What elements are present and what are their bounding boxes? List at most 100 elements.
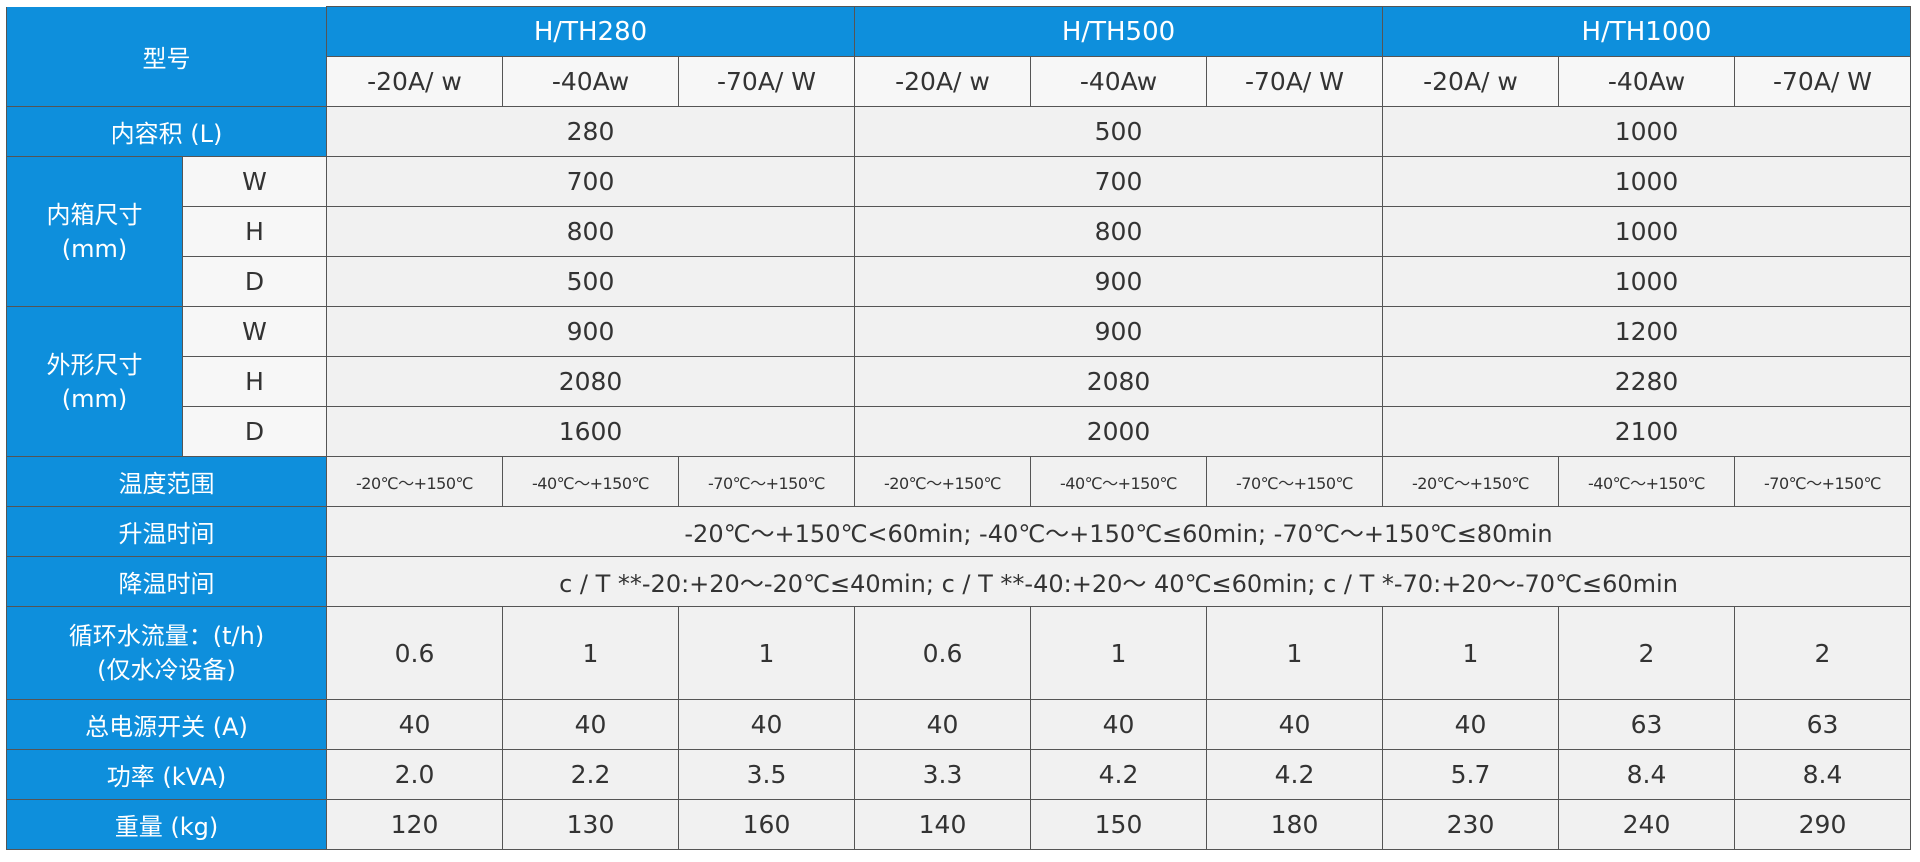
value: 40: [502, 699, 679, 750]
table-row: 重量 (kg) 120 130 160 140 150 180 230 240 290: [6, 799, 1911, 850]
variant-name: -70A/ W: [1734, 56, 1911, 107]
value: 3.3: [854, 749, 1031, 800]
variant-name: -40Aw: [1558, 56, 1735, 107]
value: 63: [1734, 699, 1911, 750]
value: 800: [326, 206, 855, 257]
dim-label: W: [182, 306, 327, 357]
value: 700: [854, 156, 1383, 207]
group-title: 外形尺寸: [46, 350, 143, 379]
value: 1600: [326, 406, 855, 457]
value: 2.0: [326, 749, 503, 800]
table-row: D 1600 2000 2100: [7, 406, 1911, 457]
variant-name: -20A/ w: [1382, 56, 1559, 107]
value: 40: [854, 699, 1031, 750]
value: 63: [1558, 699, 1735, 750]
value: 500: [326, 256, 855, 307]
group-unit: (mm): [61, 234, 128, 263]
value: 700: [326, 156, 855, 207]
dim-label: H: [182, 356, 327, 407]
value: 160: [678, 799, 855, 850]
variant-name: -20A/ w: [854, 56, 1031, 107]
table-row: H 2080 2080 2280: [7, 356, 1911, 407]
table-row: H 800 800 1000: [7, 206, 1911, 257]
value: 2080: [326, 356, 855, 407]
variant-name: -40Aw: [502, 56, 679, 107]
row-label: 降温时间: [6, 556, 327, 607]
variant-name: -70A/ W: [1206, 56, 1383, 107]
value: 40: [1382, 699, 1559, 750]
value: -40℃～+150℃: [1558, 456, 1735, 507]
group-title: 内箱尺寸: [46, 200, 143, 229]
value: 0.6: [854, 606, 1031, 700]
value: 40: [1030, 699, 1207, 750]
variant-name: -70A/ W: [678, 56, 855, 107]
value: 5.7: [1382, 749, 1559, 800]
value: 1000: [1382, 256, 1911, 307]
value: 900: [854, 306, 1383, 357]
table-row: 内箱尺寸 (mm) W 700 700 1000: [6, 156, 1911, 307]
group-unit: (mm): [61, 384, 128, 413]
value: 1200: [1382, 306, 1911, 357]
header-label: 型号: [6, 6, 327, 107]
value: 290: [1734, 799, 1911, 850]
value: 800: [854, 206, 1383, 257]
value: -20℃～+150℃: [1382, 456, 1559, 507]
variant-name: -20A/ w: [326, 56, 503, 107]
value: 140: [854, 799, 1031, 850]
table-row: 升温时间 -20℃～+150℃<60min; -40℃～+150℃≤60min; …: [6, 506, 1911, 557]
value: c / T **-20:+20～-20℃≤40min; c / T **-40:…: [326, 556, 1911, 607]
value: 2280: [1382, 356, 1911, 407]
value: 230: [1382, 799, 1559, 850]
value: -70℃～+150℃: [1206, 456, 1383, 507]
row-label: 内容积 (L): [6, 106, 327, 157]
spec-table-wrap: 型号 H/TH280 H/TH500 H/TH1000 -20A/ w -40Aw -70A…: [6, 6, 1911, 850]
value: -70℃～+150℃: [678, 456, 855, 507]
value: 2: [1734, 606, 1911, 700]
model-name: H/TH280: [326, 6, 855, 57]
value: 4.2: [1030, 749, 1207, 800]
value: -40℃～+150℃: [1030, 456, 1207, 507]
dim-label: D: [182, 406, 327, 457]
row-label: 循环水流量：(t/h) (仅水冷设备): [6, 606, 327, 700]
value: 2000: [854, 406, 1383, 457]
dim-label: H: [182, 206, 327, 257]
table-row: 外形尺寸 (mm) W 900 900 1200: [6, 306, 1911, 457]
table-row: 降温时间 c / T **-20:+20～-20℃≤40min; c / T **…: [6, 556, 1911, 607]
value: -20℃～+150℃: [326, 456, 503, 507]
table-row: 温度范围 -20℃～+150℃ -40℃～+150℃ -70℃～+150℃ -20℃～+…: [6, 456, 1911, 507]
value: 8.4: [1558, 749, 1735, 800]
value: 150: [1030, 799, 1207, 850]
value: 1000: [1382, 156, 1911, 207]
row-label: 功率 (kVA): [6, 749, 327, 800]
value: 2: [1558, 606, 1735, 700]
value: 240: [1558, 799, 1735, 850]
value: 4.2: [1206, 749, 1383, 800]
value: 1000: [1382, 106, 1911, 157]
table-row: 型号 H/TH280 H/TH500 H/TH1000: [6, 6, 1911, 107]
row-label: 升温时间: [6, 506, 327, 557]
value: -40℃～+150℃: [502, 456, 679, 507]
row-note: (仅水冷设备): [97, 656, 236, 684]
table-row: 总电源开关 (A) 40 40 40 40 40 40 40 63 63: [6, 699, 1911, 750]
value: 900: [854, 256, 1383, 307]
value: 1: [678, 606, 855, 700]
table-row: D 500 900 1000: [7, 256, 1911, 307]
row-label: 重量 (kg): [6, 799, 327, 850]
value: 8.4: [1734, 749, 1911, 800]
value: 40: [678, 699, 855, 750]
row-title: 循环水流量：(t/h): [68, 622, 265, 650]
variant-name: -40Aw: [1030, 56, 1207, 107]
value: -70℃～+150℃: [1734, 456, 1911, 507]
model-name: H/TH1000: [1382, 6, 1911, 57]
value: 40: [1206, 699, 1383, 750]
model-name: H/TH500: [854, 6, 1383, 57]
value: 500: [854, 106, 1383, 157]
group-label: 外形尺寸 (mm): [6, 306, 183, 457]
value: -20℃～+150℃<60min; -40℃～+150℃≤60min; -70℃…: [326, 506, 1911, 557]
spec-table: 型号 H/TH280 H/TH500 H/TH1000 -20A/ w -40Aw -70A…: [6, 6, 1911, 850]
table-row: -20A/ w -40Aw -70A/ W -20A/ w -40Aw -70A/ W -2…: [7, 56, 1911, 107]
value: 900: [326, 306, 855, 357]
value: 1000: [1382, 206, 1911, 257]
value: 3.5: [678, 749, 855, 800]
